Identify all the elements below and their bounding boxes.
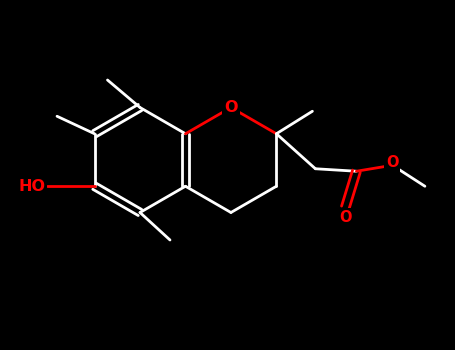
Text: O: O: [386, 155, 399, 170]
Text: O: O: [339, 210, 352, 225]
Text: HO: HO: [19, 179, 46, 194]
Text: O: O: [224, 100, 238, 115]
